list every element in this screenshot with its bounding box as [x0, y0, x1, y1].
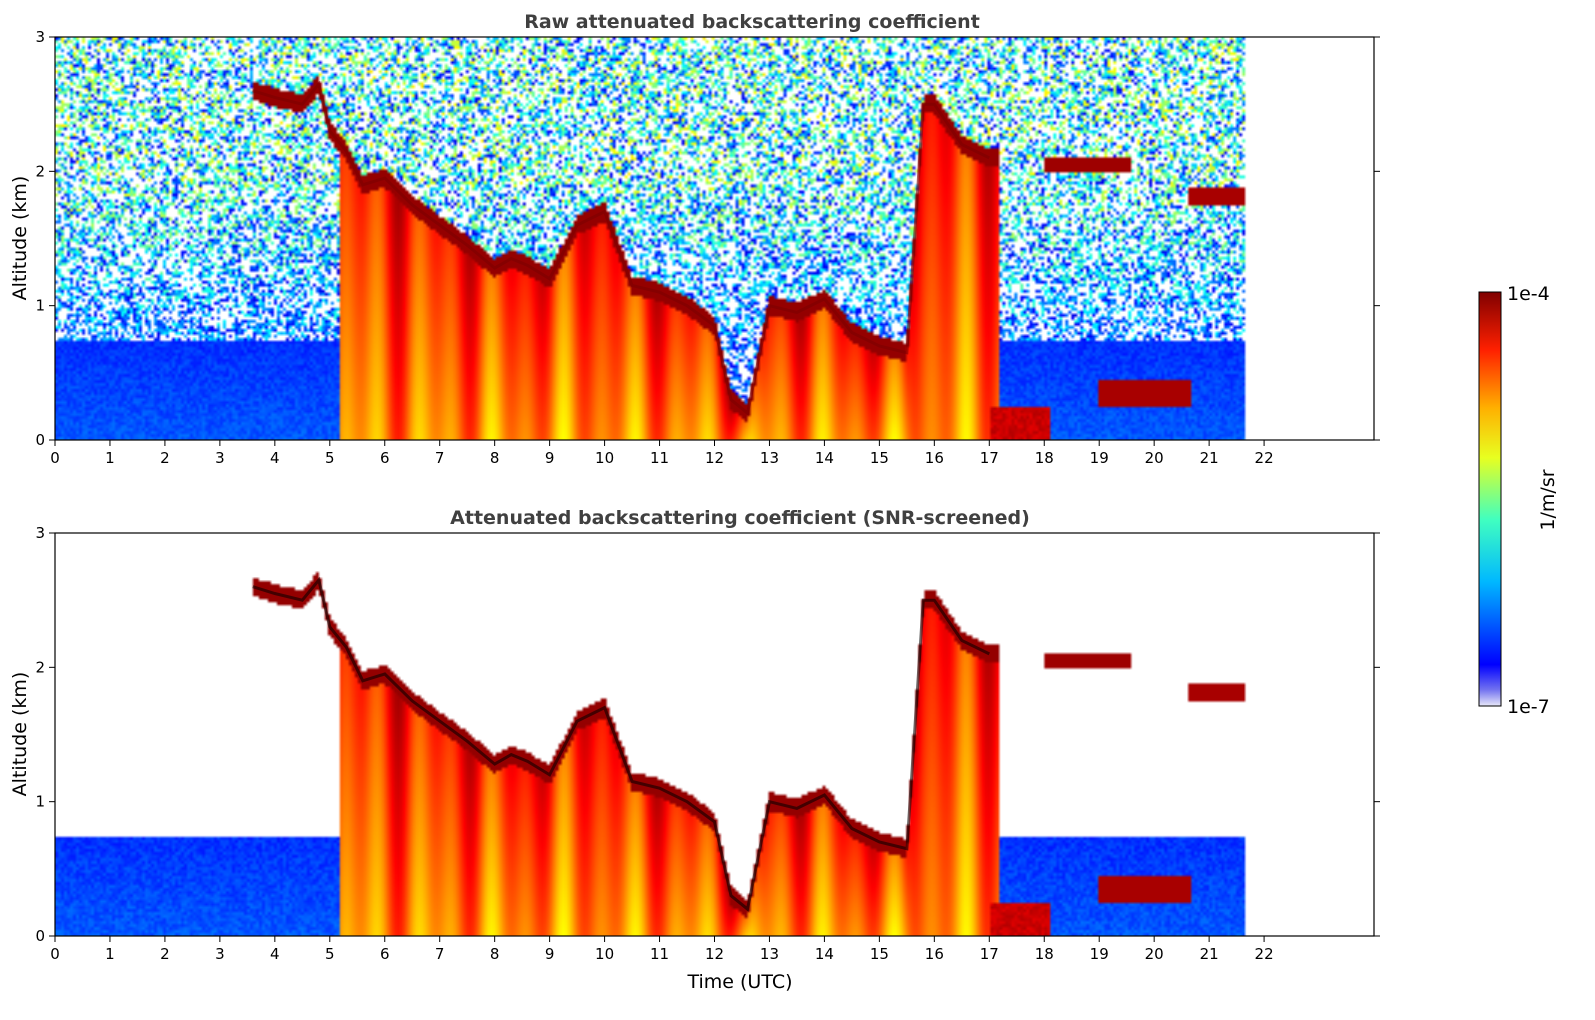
y-tick-label: 0 — [35, 431, 45, 449]
x-tick-label: 17 — [980, 945, 999, 963]
x-tick-label: 22 — [1255, 945, 1274, 963]
y-axis-label: Altitude (km) — [9, 176, 31, 301]
x-tick-label: 11 — [650, 945, 669, 963]
x-tick-label: 5 — [325, 449, 335, 467]
x-tick-label: 7 — [435, 945, 445, 963]
panel-title: Attenuated backscattering coefficient (S… — [450, 507, 1030, 529]
screened-backscatter-heatmap — [55, 533, 1374, 936]
x-tick-label: 5 — [325, 945, 335, 963]
x-tick-label: 4 — [270, 449, 280, 467]
x-tick-label: 0 — [50, 945, 60, 963]
x-tick-label: 10 — [595, 945, 614, 963]
x-tick-label: 22 — [1255, 449, 1274, 467]
x-tick-label: 10 — [595, 449, 614, 467]
raw-backscatter-panel: Raw attenuated backscattering coefficien… — [9, 11, 1380, 467]
y-tick-label: 3 — [35, 524, 45, 542]
y-tick-label: 0 — [35, 927, 45, 945]
colorbar-gradient — [1478, 291, 1502, 707]
y-axis: 0 1 2 3 — [35, 524, 1380, 945]
x-tick-label: 1 — [105, 945, 115, 963]
x-tick-label: 13 — [760, 945, 779, 963]
raw-backscatter-heatmap — [55, 37, 1374, 440]
x-tick-label: 12 — [705, 945, 724, 963]
x-tick-label: 13 — [760, 449, 779, 467]
x-tick-label: 9 — [545, 945, 555, 963]
x-tick-label: 3 — [215, 449, 225, 467]
x-tick-label: 16 — [925, 945, 944, 963]
y-tick-label: 3 — [35, 28, 45, 46]
x-tick-label: 0 — [50, 449, 60, 467]
y-tick-label: 2 — [35, 162, 45, 180]
screened-backscatter-panel: Attenuated backscattering coefficient (S… — [9, 507, 1380, 993]
y-axis: 0 1 2 3 — [35, 28, 1380, 449]
x-tick-label: 6 — [380, 945, 390, 963]
y-tick-label: 1 — [35, 297, 45, 315]
y-tick-label: 1 — [35, 793, 45, 811]
x-tick-label: 12 — [705, 449, 724, 467]
colorbar-min-label: 1e-7 — [1507, 696, 1550, 718]
x-tick-label: 9 — [545, 449, 555, 467]
x-axis: 0 1 2 3 4 5 6 7 8 9 10 11 12 13 14 15 16 17 18 19 20 21 22 — [50, 936, 1274, 963]
cloud-layer-line — [252, 80, 990, 416]
x-tick-label: 11 — [650, 449, 669, 467]
x-tick-label: 1 — [105, 449, 115, 467]
y-tick-label: 2 — [35, 658, 45, 676]
x-tick-label: 8 — [490, 945, 500, 963]
x-tick-label: 8 — [490, 449, 500, 467]
colorbar-unit-label: 1/m/sr — [1537, 469, 1559, 530]
colorbar-max-label: 1e-4 — [1507, 283, 1550, 305]
x-tick-label: 18 — [1035, 449, 1054, 467]
x-axis: 0 1 2 3 4 5 6 7 8 9 10 11 12 13 14 15 16 17 18 19 20 21 22 — [50, 440, 1274, 467]
x-tick-label: 17 — [980, 449, 999, 467]
x-tick-label: 15 — [870, 449, 889, 467]
x-tick-label: 7 — [435, 449, 445, 467]
x-tick-label: 2 — [160, 945, 170, 963]
x-tick-label: 20 — [1145, 449, 1164, 467]
x-tick-label: 2 — [160, 449, 170, 467]
y-axis-label: Altitude (km) — [9, 672, 31, 797]
colorbar: 1e-4 1e-7 1/m/sr — [1478, 283, 1559, 718]
panel-title: Raw attenuated backscattering coefficien… — [524, 11, 980, 33]
x-tick-label: 14 — [815, 945, 834, 963]
cloud-layer-trace — [252, 576, 990, 912]
x-tick-label: 4 — [270, 945, 280, 963]
x-tick-label: 3 — [215, 945, 225, 963]
x-tick-label: 18 — [1035, 945, 1054, 963]
x-tick-label: 21 — [1200, 449, 1219, 467]
x-tick-label: 19 — [1090, 945, 1109, 963]
x-axis-label: Time (UTC) — [686, 971, 792, 993]
x-tick-label: 6 — [380, 449, 390, 467]
cloud-layer-trace — [252, 80, 990, 416]
x-tick-label: 21 — [1200, 945, 1219, 963]
x-tick-label: 20 — [1145, 945, 1164, 963]
x-tick-label: 16 — [925, 449, 944, 467]
x-tick-label: 14 — [815, 449, 834, 467]
x-tick-label: 15 — [870, 945, 889, 963]
cloud-layer-line — [252, 576, 990, 912]
x-tick-label: 19 — [1090, 449, 1109, 467]
